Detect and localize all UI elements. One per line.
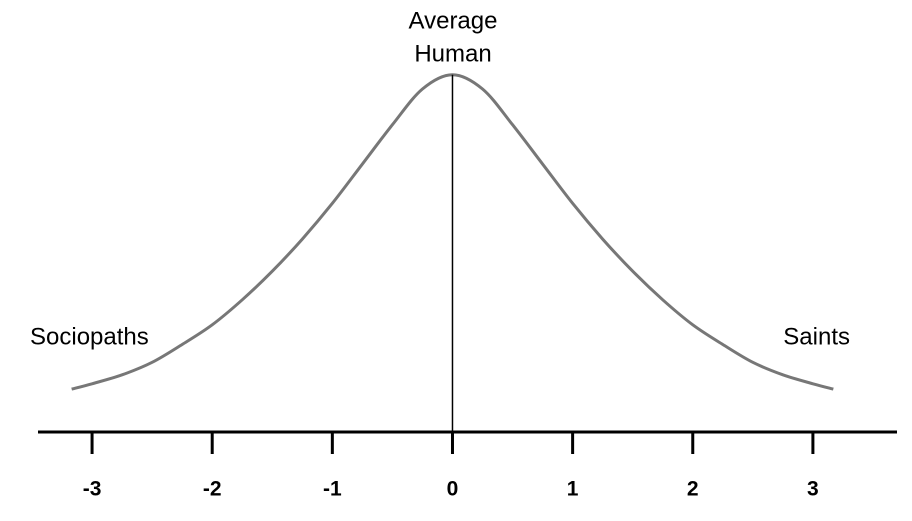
annotation: Saints bbox=[783, 323, 850, 350]
x-tick-label: 3 bbox=[807, 478, 819, 501]
x-tick-label: 1 bbox=[567, 478, 579, 501]
x-tick-label: -3 bbox=[83, 478, 102, 501]
annotation: Human bbox=[414, 40, 491, 67]
x-tick-label: 2 bbox=[687, 478, 699, 501]
x-tick-label: 0 bbox=[447, 478, 459, 501]
annotation: Sociopaths bbox=[30, 323, 149, 350]
x-tick-label: -1 bbox=[323, 478, 342, 501]
annotation: Average bbox=[409, 7, 498, 34]
x-tick-label: -2 bbox=[203, 478, 222, 501]
